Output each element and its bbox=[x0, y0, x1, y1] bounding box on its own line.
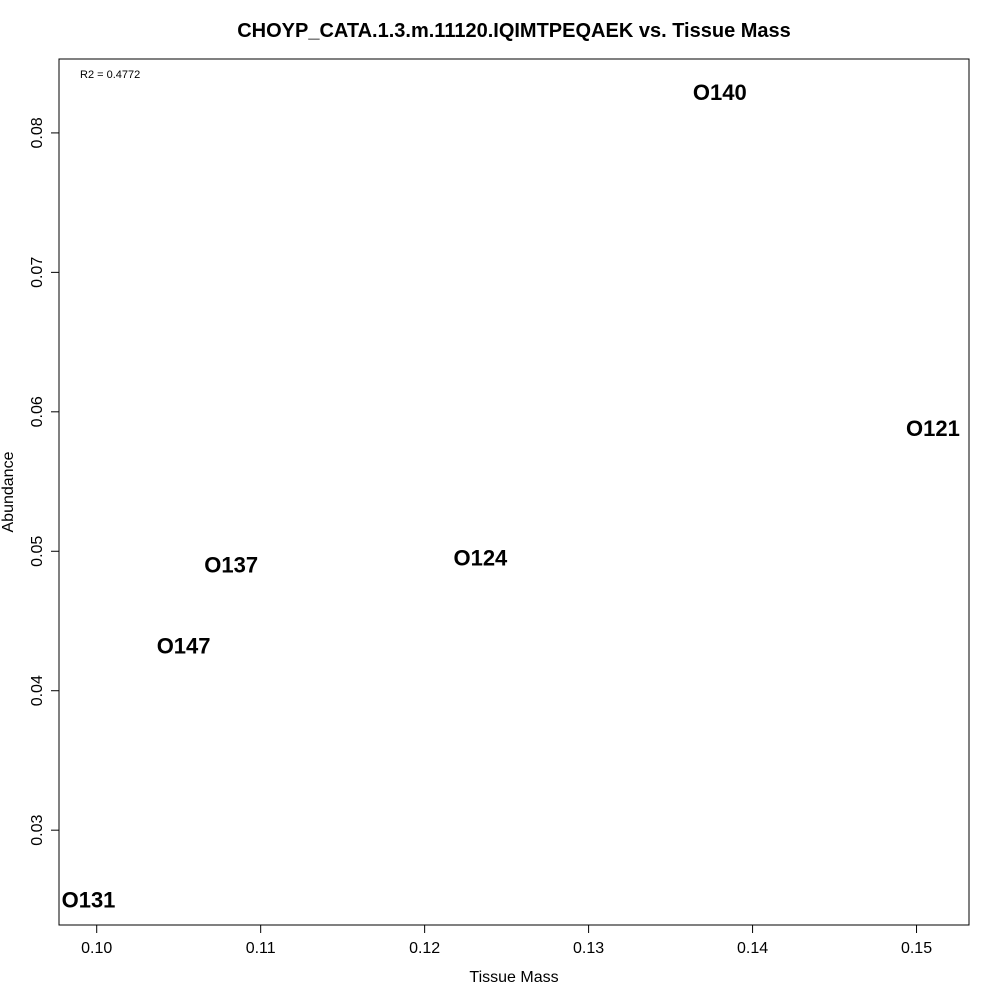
y-tick-label: 0.05 bbox=[29, 536, 46, 567]
data-point-label: O137 bbox=[204, 553, 258, 578]
y-axis: 0.03 0.04 0.05 0.06 0.07 0.08 bbox=[29, 117, 60, 846]
plot-frame bbox=[58, 58, 970, 926]
data-point-label: O147 bbox=[157, 634, 211, 659]
data-point-label: O124 bbox=[453, 546, 508, 571]
y-tick-label: 0.03 bbox=[29, 815, 46, 846]
y-tick-label: 0.06 bbox=[29, 396, 46, 427]
x-tick-label: 0.14 bbox=[737, 940, 768, 957]
data-point-label: O140 bbox=[693, 80, 747, 105]
x-tick-label: 0.15 bbox=[901, 940, 932, 957]
x-tick-label: 0.12 bbox=[409, 940, 440, 957]
data-point-label: O121 bbox=[906, 416, 960, 441]
x-tick-label: 0.10 bbox=[81, 940, 112, 957]
chart-title: CHOYP_CATA.1.3.m.11120.IQIMTPEQAEK vs. T… bbox=[237, 20, 791, 42]
y-axis-label: Abundance bbox=[0, 451, 17, 532]
data-point-label: O131 bbox=[62, 887, 116, 912]
data-points: O140 O121 O137 O124 O147 O131 bbox=[62, 80, 960, 912]
r2-annotation: R2 = 0.4772 bbox=[80, 69, 140, 81]
y-tick-label: 0.04 bbox=[29, 675, 46, 706]
x-axis-label: Tissue Mass bbox=[469, 969, 558, 986]
x-tick-label: 0.11 bbox=[246, 940, 276, 957]
x-axis: 0.10 0.11 0.12 0.13 0.14 0.15 bbox=[81, 924, 932, 957]
y-tick-label: 0.07 bbox=[29, 257, 46, 288]
y-tick-label: 0.08 bbox=[29, 117, 46, 148]
x-tick-label: 0.13 bbox=[573, 940, 604, 957]
